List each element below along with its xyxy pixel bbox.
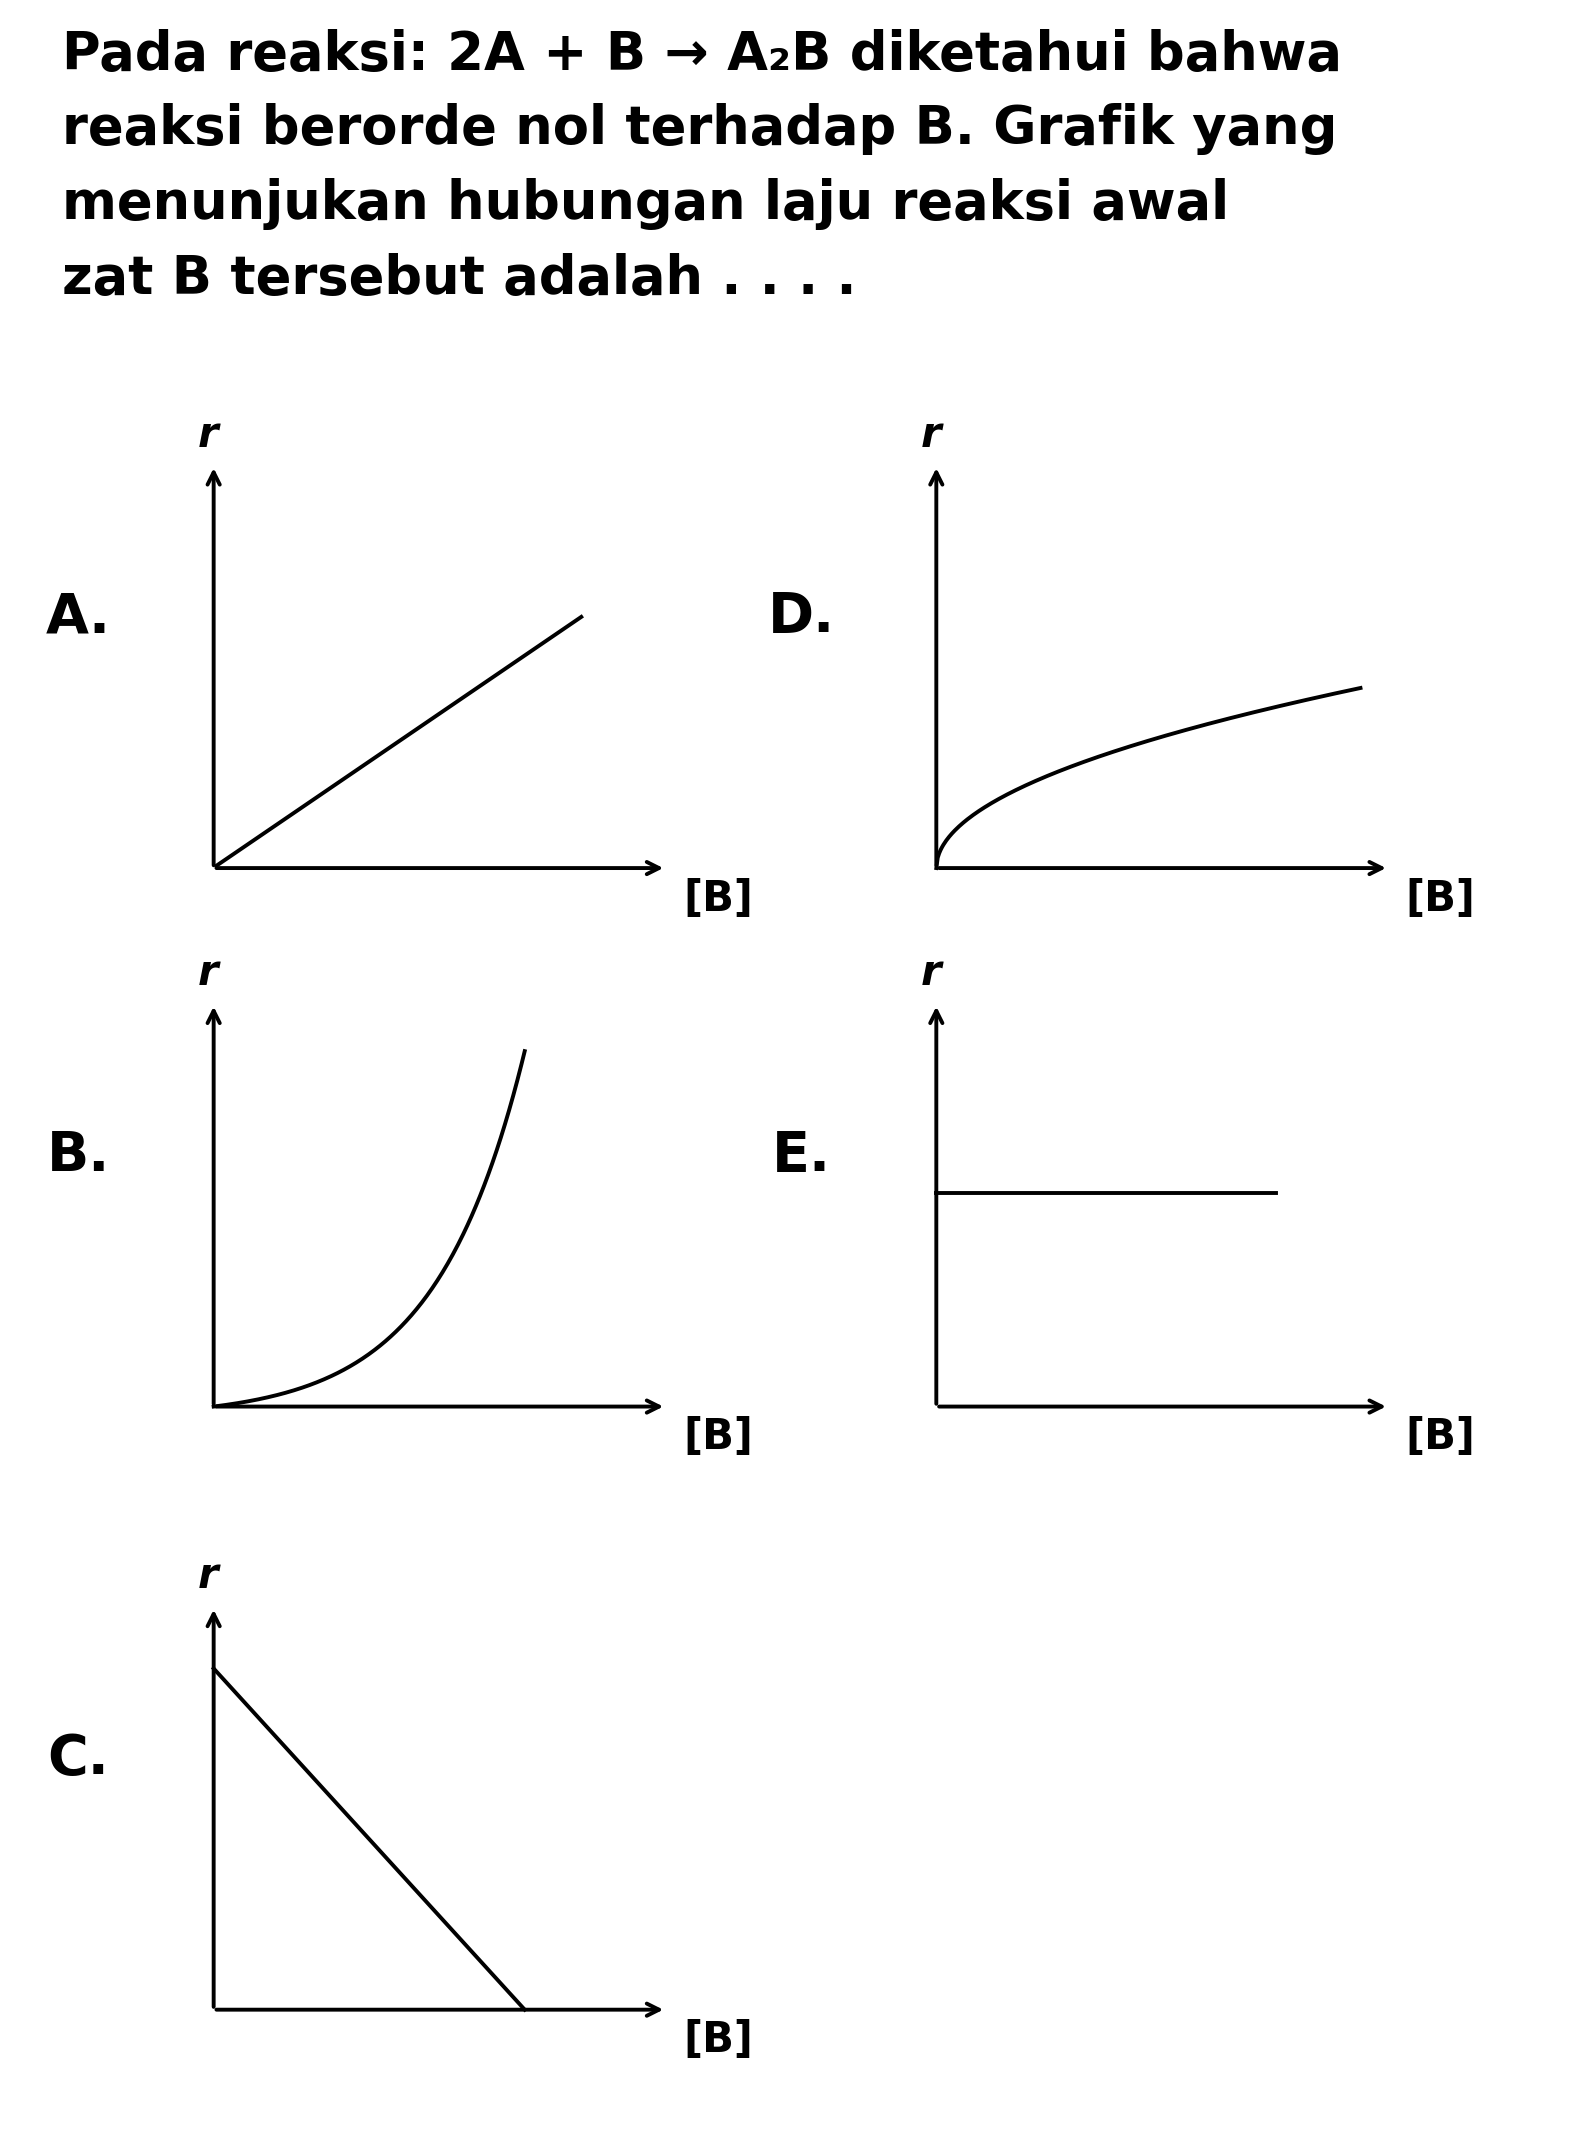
Text: [B]: [B] <box>683 877 753 920</box>
Text: r: r <box>198 414 218 457</box>
Text: [B]: [B] <box>1406 877 1475 920</box>
Text: [B]: [B] <box>683 2018 753 2061</box>
Text: [B]: [B] <box>1406 1415 1475 1458</box>
Text: D.: D. <box>768 590 834 644</box>
Text: A.: A. <box>46 590 112 644</box>
Text: C.: C. <box>47 1732 110 1786</box>
Text: E.: E. <box>771 1129 831 1183</box>
Text: r: r <box>921 414 941 457</box>
Text: B.: B. <box>47 1129 110 1183</box>
Text: r: r <box>921 952 941 995</box>
Text: Pada reaksi: 2A + B → A₂B diketahui bahwa
reaksi berorde nol terhadap B. Grafik : Pada reaksi: 2A + B → A₂B diketahui bahw… <box>61 28 1342 304</box>
Text: r: r <box>198 952 218 995</box>
Text: r: r <box>198 1555 218 1598</box>
Text: [B]: [B] <box>683 1415 753 1458</box>
